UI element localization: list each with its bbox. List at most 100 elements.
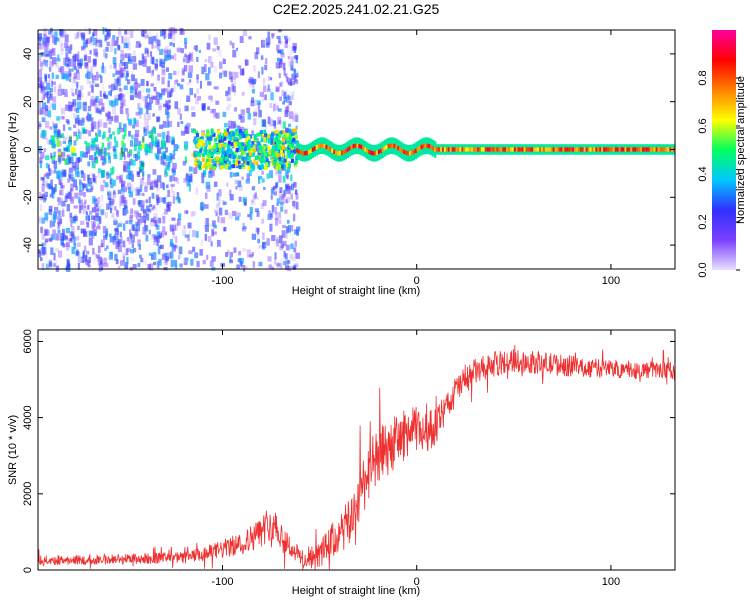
heatmap-cell (278, 156, 282, 161)
heatmap-cell (65, 46, 68, 53)
heatmap-cell (120, 147, 123, 154)
heatmap-cell (249, 82, 253, 88)
heatmap-cell (48, 238, 53, 242)
heatmap-cell (123, 197, 127, 204)
heatmap-cell (267, 31, 270, 38)
heatmap-cell (125, 220, 129, 224)
heatmap-cell (203, 222, 206, 229)
heatmap-cell (58, 210, 61, 216)
heatmap-cell (49, 261, 53, 268)
heatmap-y-tick-label: -40 (22, 237, 34, 253)
heatmap-cell (57, 148, 62, 154)
heatmap-cell (511, 147, 515, 152)
heatmap-cell (175, 236, 178, 244)
heatmap-cell (115, 70, 120, 75)
heatmap-cell (250, 147, 254, 152)
heatmap-cell (184, 105, 189, 112)
heatmap-cell (112, 192, 116, 198)
heatmap-cell (196, 133, 200, 138)
heatmap-cell (105, 46, 109, 52)
heatmap-cell (113, 148, 117, 157)
heatmap-cell (60, 151, 66, 157)
snr-x-label: Height of straight line (km) (292, 585, 420, 597)
heatmap-cell (123, 207, 126, 216)
heatmap-cell (46, 230, 50, 236)
heatmap-cell (61, 116, 65, 120)
heatmap-cell (459, 147, 462, 152)
heatmap-cell (93, 100, 97, 106)
heatmap-cell (54, 37, 57, 45)
heatmap-cell (153, 216, 157, 224)
heatmap-cell (289, 254, 293, 260)
heatmap-cell (296, 226, 301, 232)
heatmap-cell (169, 224, 174, 232)
heatmap-cell (279, 149, 283, 154)
heatmap-cell (38, 109, 43, 115)
heatmap-cell (262, 148, 266, 153)
heatmap-cell (254, 143, 257, 152)
heatmap-cell (255, 161, 259, 166)
heatmap-cell (193, 45, 197, 50)
heatmap-cell (79, 91, 84, 98)
heatmap-cell (399, 147, 402, 152)
heatmap-cell (257, 71, 260, 79)
heatmap-cell (183, 65, 188, 72)
heatmap-cell (156, 116, 161, 122)
heatmap-cell (162, 216, 166, 224)
heatmap-cell (188, 183, 191, 192)
heatmap-cell (220, 143, 224, 148)
heatmap-cell (217, 216, 220, 223)
heatmap-cell (116, 176, 119, 180)
heatmap-cell (118, 122, 122, 129)
heatmap-cell (223, 70, 227, 77)
heatmap-cell (251, 141, 255, 145)
heatmap-cell (216, 156, 220, 161)
heatmap-cell (53, 151, 56, 157)
heatmap-cell (156, 76, 160, 84)
heatmap-cell (172, 43, 175, 48)
heatmap-cell (298, 149, 301, 154)
heatmap-cell (271, 235, 276, 242)
heatmap-cell (144, 220, 147, 228)
heatmap-cell (248, 152, 252, 157)
heatmap-cell (92, 221, 96, 228)
heatmap-cell (151, 137, 154, 145)
heatmap-cell (205, 134, 209, 139)
heatmap-cell (280, 81, 284, 86)
heatmap-cell (577, 147, 581, 152)
heatmap-cell (94, 199, 98, 208)
heatmap-cell (92, 76, 97, 84)
heatmap-cell (203, 146, 207, 151)
heatmap-cell (210, 99, 213, 103)
heatmap-cell (403, 149, 406, 155)
heatmap-cell (49, 87, 53, 93)
heatmap-cell (165, 184, 169, 189)
heatmap-cell (179, 263, 183, 268)
heatmap-cell (54, 184, 57, 192)
heatmap-cell (249, 76, 254, 84)
heatmap-cell (132, 55, 137, 63)
heatmap-cell (83, 152, 89, 158)
heatmap-cell (226, 128, 229, 133)
heatmap-cell (288, 139, 292, 144)
heatmap-cell (253, 65, 256, 72)
heatmap-cell (212, 132, 216, 137)
heatmap-cell (257, 244, 261, 249)
heatmap-cell (172, 231, 175, 239)
heatmap-cell (274, 212, 279, 221)
heatmap-cell (79, 257, 82, 263)
heatmap-cell (443, 147, 447, 152)
heatmap-cell (135, 119, 139, 128)
heatmap-cell (122, 223, 126, 231)
snr-y-tick-label: 2000 (22, 482, 34, 506)
heatmap-cell (63, 136, 68, 141)
heatmap-cell (125, 108, 129, 114)
heatmap-cell (150, 51, 153, 57)
heatmap-cell (65, 119, 69, 123)
heatmap-cell (229, 259, 233, 264)
heatmap-cell (62, 244, 66, 248)
heatmap-cell (107, 91, 112, 96)
heatmap-cell (266, 163, 270, 168)
heatmap-cell (66, 262, 71, 269)
heatmap-cell (98, 98, 103, 105)
